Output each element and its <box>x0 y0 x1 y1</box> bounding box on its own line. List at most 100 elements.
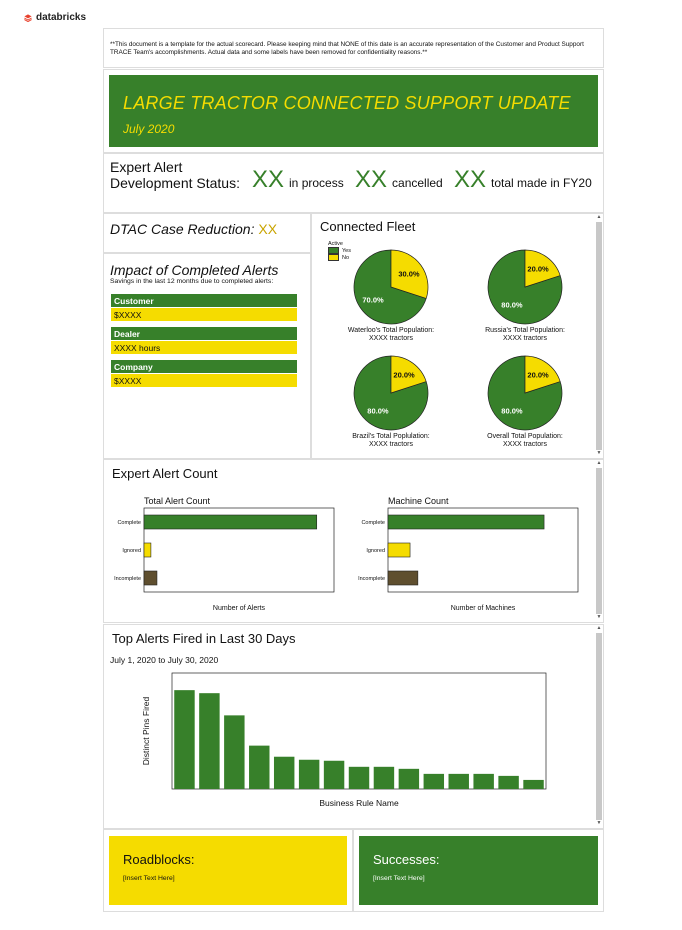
bar-complete <box>387 514 545 530</box>
date-range: July 1, 2020 to July 30, 2020 <box>110 655 219 665</box>
chart-title: Machine Count <box>388 496 449 506</box>
title-banner: LARGE TRACTOR CONNECTED SUPPORT UPDATE J… <box>109 75 598 147</box>
bar-incomplete <box>143 570 158 586</box>
bar <box>473 773 494 789</box>
bar <box>523 779 544 789</box>
scroll-up-arrow[interactable]: ▲ <box>596 460 602 466</box>
bar <box>174 690 195 789</box>
stat-value: XX <box>454 166 487 193</box>
bar <box>398 768 420 789</box>
bar <box>348 766 370 789</box>
stat-label: cancelled <box>392 176 443 190</box>
stat-cancelled: XX cancelled <box>355 166 443 194</box>
pie-caption-line1: Brazil's Total Poplulation: <box>352 433 430 440</box>
pie-caption-russia: Russia's Total Population: XXXX tractors <box>450 327 600 343</box>
roadblocks-title: Roadblocks: <box>123 852 195 867</box>
impact-title: Impact of Completed Alerts <box>110 262 279 278</box>
top-alerts-title: Top Alerts Fired in Last 30 Days <box>112 631 296 646</box>
stat-label: in process <box>289 176 344 190</box>
pie-chart-overall: 20.0% 80.0% <box>487 355 563 431</box>
successes-box: Successes: [Insert Text Here] <box>359 836 598 905</box>
successes-panel: Successes: [Insert Text Here] <box>353 829 604 912</box>
category-label: Complete <box>361 520 385 526</box>
bar <box>298 759 320 789</box>
pie-caption-line2: XXXX tractors <box>503 335 547 342</box>
x-axis-label: Business Rule Name <box>319 798 399 808</box>
alert-count-title: Expert Alert Count <box>112 466 218 481</box>
customer-value: $XXXX <box>111 308 297 321</box>
databricks-logo: databricks <box>24 12 86 23</box>
pie-chart-waterloo: 30.0% 70.0% <box>353 249 429 325</box>
legend-item-yes: Yes <box>328 247 351 254</box>
customer-label: Customer <box>111 294 297 307</box>
dtac-value: XX <box>258 221 278 237</box>
x-axis-label: Number of Alerts <box>213 605 266 612</box>
bar <box>423 773 445 789</box>
pie-label-yes: 80.0% <box>501 406 523 415</box>
scroll-up-arrow[interactable]: ▲ <box>596 625 602 631</box>
status-label-line2: Development Status: <box>110 175 240 191</box>
legend-item-no: No <box>328 254 351 261</box>
alert-count-scrollbar[interactable] <box>596 468 602 614</box>
bar <box>224 715 245 789</box>
pie-label-yes: 80.0% <box>501 300 523 309</box>
top-alerts-chart: Business Rule Name Distinct Pins Fired <box>141 672 547 808</box>
legend-label-no: No <box>342 254 350 261</box>
roadblocks-panel: Roadblocks: [Insert Text Here] <box>103 829 353 912</box>
stat-value: XX <box>252 166 285 193</box>
impact-subtitle: Savings in the last 12 months due to com… <box>110 278 274 285</box>
top-alerts-panel: Top Alerts Fired in Last 30 Days July 1,… <box>103 624 604 829</box>
impact-panel: Impact of Completed Alerts Savings in th… <box>103 253 311 459</box>
bar <box>199 693 220 789</box>
bar-ignored <box>143 542 152 558</box>
scroll-up-arrow[interactable]: ▲ <box>596 214 602 220</box>
pie-label-no: 20.0% <box>527 265 549 274</box>
alert-count-panel: Expert Alert Count Total Alert Count Comp… <box>103 459 604 623</box>
legend-title: Active <box>328 241 343 247</box>
logo-text: databricks <box>36 12 87 23</box>
pie-label-yes: 70.0% <box>362 296 384 305</box>
dtac-label-text: DTAC Case Reduction: <box>110 221 255 237</box>
category-label: Incomplete <box>358 576 385 582</box>
pie-slice-no <box>524 249 561 288</box>
x-axis-label: Number of Machines <box>451 605 516 612</box>
pie-caption-waterloo: Waterloo's Total Population: XXXX tracto… <box>316 327 466 343</box>
scroll-down-arrow[interactable]: ▼ <box>596 614 602 620</box>
scroll-down-arrow[interactable]: ▼ <box>596 450 602 456</box>
pie-label-no: 20.0% <box>393 371 415 380</box>
company-value: $XXXX <box>111 374 297 387</box>
pie-caption-line2: XXXX tractors <box>369 335 413 342</box>
legend-label-yes: Yes <box>342 247 351 254</box>
bar <box>249 745 270 789</box>
pie-label-no: 20.0% <box>527 371 549 380</box>
pie-caption-line1: Overall Total Population: <box>487 433 563 440</box>
category-label: Ignored <box>366 548 385 554</box>
page-subtitle: July 2020 <box>123 122 175 136</box>
bar <box>273 756 295 789</box>
category-label: Incomplete <box>114 576 141 582</box>
bar-complete <box>143 514 318 530</box>
legend-swatch-no <box>328 254 339 261</box>
roadblocks-box: Roadblocks: [Insert Text Here] <box>109 836 347 905</box>
category-label: Ignored <box>122 548 141 554</box>
stat-label: total made in FY20 <box>491 176 592 190</box>
bar <box>373 766 395 789</box>
pie-caption-line2: XXXX tractors <box>369 441 413 448</box>
stat-total-fy20: XX total made in FY20 <box>454 166 592 194</box>
pie-chart-brazil: 20.0% 80.0% <box>353 355 429 431</box>
pie-caption-brazil: Brazil's Total Poplulation: XXXX tractor… <box>316 433 466 449</box>
bar-incomplete <box>387 570 419 586</box>
fleet-scrollbar[interactable] <box>596 222 602 450</box>
databricks-logo-icon <box>24 13 32 22</box>
legend-swatch-yes <box>328 247 339 254</box>
banner-panel: LARGE TRACTOR CONNECTED SUPPORT UPDATE J… <box>103 69 604 153</box>
bar <box>448 773 469 789</box>
page-title: LARGE TRACTOR CONNECTED SUPPORT UPDATE <box>123 93 571 113</box>
roadblocks-text: [Insert Text Here] <box>123 875 175 882</box>
scroll-down-arrow[interactable]: ▼ <box>596 820 602 826</box>
bar-ignored <box>387 542 411 558</box>
pie-chart-russia: 20.0% 80.0% <box>487 249 563 325</box>
pie-slice-no <box>390 355 427 394</box>
dtac-panel: DTAC Case Reduction: XX <box>103 213 311 253</box>
top-alerts-scrollbar[interactable] <box>596 633 602 820</box>
